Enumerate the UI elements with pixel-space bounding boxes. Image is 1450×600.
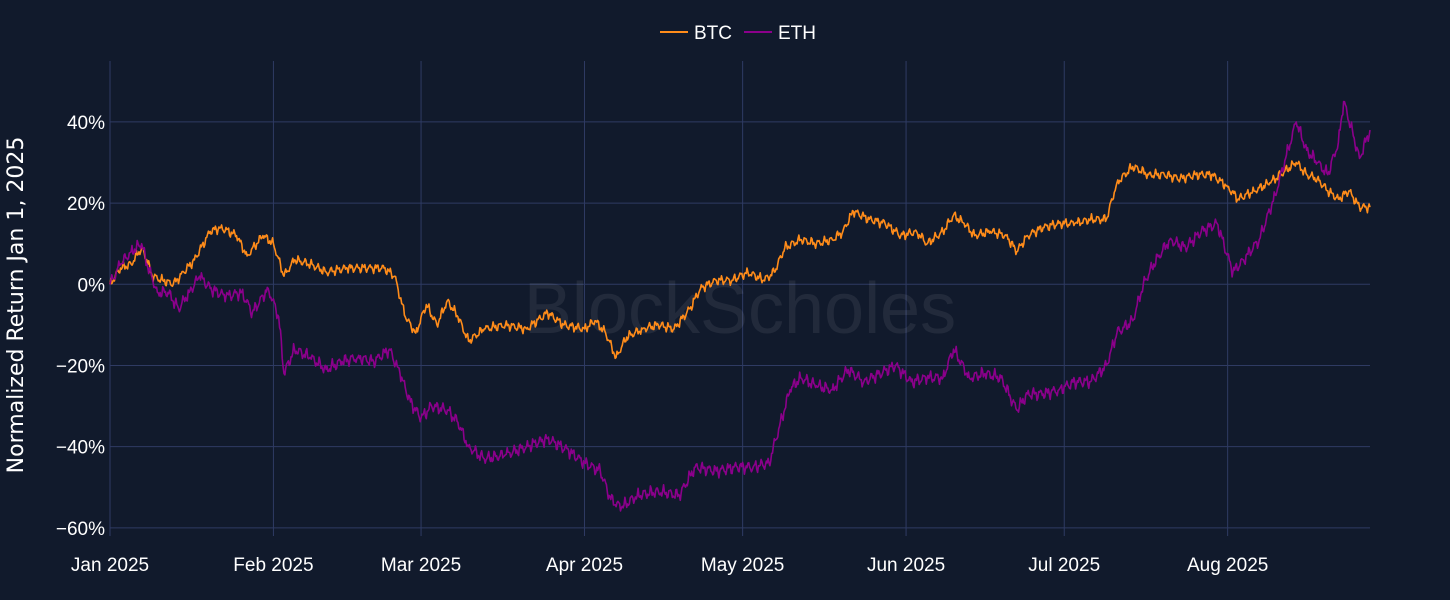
- legend-label: BTC: [694, 23, 732, 44]
- y-tick-label: 0%: [78, 275, 106, 296]
- x-axis-ticks: Jan 2025 Feb 2025 Mar 2025 Apr 2025 May 2025…: [71, 555, 1268, 576]
- y-tick-label: −60%: [56, 519, 105, 540]
- x-tick-label: Jul 2025: [1028, 555, 1100, 576]
- y-tick-label: 20%: [67, 194, 105, 215]
- legend-label: ETH: [778, 23, 816, 44]
- x-tick-label: Apr 2025: [546, 555, 623, 576]
- x-tick-label: Feb 2025: [233, 555, 313, 576]
- x-tick-label: Mar 2025: [381, 555, 461, 576]
- x-tick-label: May 2025: [701, 555, 784, 576]
- y-axis-ticks: −60% −40% −20% 0% 20% 40%: [56, 113, 105, 540]
- series-lines: [109, 100, 1371, 512]
- series-line-btc: [109, 160, 1371, 360]
- y-tick-label: 40%: [67, 113, 105, 134]
- x-tick-label: Aug 2025: [1187, 555, 1268, 576]
- legend-item-eth[interactable]: ETH: [744, 23, 816, 44]
- y-tick-label: −20%: [56, 356, 105, 377]
- watermark: BlockScholes: [524, 269, 956, 349]
- series-line-eth: [109, 100, 1371, 512]
- y-tick-label: −40%: [56, 438, 105, 459]
- x-tick-label: Jun 2025: [867, 555, 945, 576]
- legend-item-btc[interactable]: BTC: [660, 23, 732, 44]
- x-tick-label: Jan 2025: [71, 555, 149, 576]
- y-axis-title: Normalized Return Jan 1, 2025: [4, 137, 29, 474]
- legend[interactable]: BTC ETH: [660, 23, 816, 44]
